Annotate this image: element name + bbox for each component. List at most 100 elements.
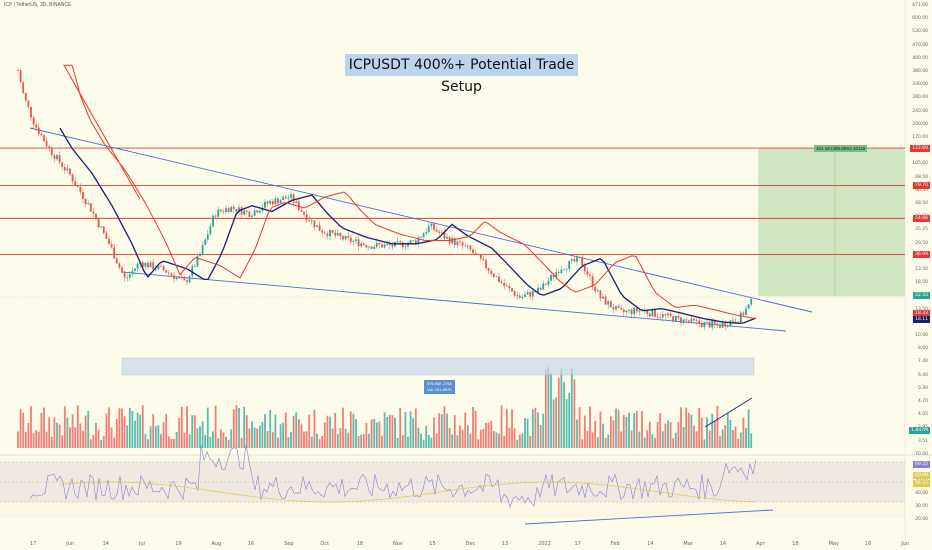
candle-body xyxy=(186,280,188,283)
candle-body xyxy=(253,210,256,216)
volume-bar xyxy=(178,418,181,448)
volume-bar xyxy=(115,418,118,448)
volume-bar xyxy=(235,405,238,448)
volume-bar xyxy=(677,421,680,448)
candle-body xyxy=(495,276,498,278)
volume-bar xyxy=(53,417,56,448)
volume-bar xyxy=(227,439,230,448)
volume-bar xyxy=(165,414,168,448)
volume-bar xyxy=(297,419,300,448)
candle-body xyxy=(576,257,578,262)
candle-body xyxy=(648,313,651,317)
volume-bar xyxy=(214,405,217,448)
candle-body xyxy=(425,232,428,234)
candle-body xyxy=(695,320,698,322)
volume-bar xyxy=(331,428,334,448)
candle-body xyxy=(297,201,300,210)
candle-body xyxy=(703,322,706,328)
candle-body xyxy=(583,265,586,272)
volume-bar xyxy=(680,407,682,448)
candle-body xyxy=(63,167,66,171)
volume-bar xyxy=(149,426,152,448)
candle-body xyxy=(240,207,243,215)
volume-bar xyxy=(615,408,617,448)
price-tick: 380.00 xyxy=(912,69,928,74)
volume-bar xyxy=(635,410,638,448)
price-tick: 330.00 xyxy=(912,82,928,88)
volume-bar xyxy=(35,430,38,448)
volume-bar xyxy=(209,436,212,448)
volume-bar xyxy=(128,407,131,448)
candle-body xyxy=(170,273,173,276)
resistance-badge: 79.70 xyxy=(913,182,930,190)
volume-bar xyxy=(505,409,508,448)
candle-body xyxy=(144,262,147,267)
candle-body xyxy=(212,215,214,227)
volume-bar xyxy=(264,414,266,448)
volume-bar xyxy=(131,410,134,448)
candle-body xyxy=(453,238,456,246)
candle-body xyxy=(277,198,279,204)
candle-body xyxy=(58,155,61,163)
candle-body xyxy=(388,243,391,245)
volume-bar xyxy=(524,418,526,448)
volume-bar xyxy=(56,422,58,448)
candle-body xyxy=(591,276,594,287)
volume-bar xyxy=(661,431,664,448)
volume-bar xyxy=(212,431,214,448)
candle-body xyxy=(716,323,719,325)
candle-body xyxy=(472,249,474,254)
candle-body xyxy=(568,261,571,269)
candle-body xyxy=(290,194,292,198)
candle-body xyxy=(362,243,365,246)
candle-body xyxy=(264,201,266,208)
candle-body xyxy=(407,242,409,247)
candle-body xyxy=(596,290,599,292)
candle-body xyxy=(76,185,79,187)
rsi-badge: 69.22 xyxy=(913,461,930,468)
time-tick: 13 xyxy=(501,541,509,547)
candle-body xyxy=(204,239,207,245)
ma-slow-line xyxy=(63,64,757,320)
candle-body xyxy=(396,241,399,243)
chart-title: ICPUSDT 400%+ Potential Trade Setup xyxy=(345,54,578,95)
volume-bar xyxy=(596,437,599,448)
volume-bar xyxy=(339,428,342,448)
candle-body xyxy=(552,275,555,277)
volume-bar xyxy=(565,399,568,448)
volume-bar xyxy=(430,437,433,448)
candle-body xyxy=(625,310,628,313)
volume-bar xyxy=(373,418,376,448)
price-tick: 6.40 xyxy=(917,372,928,378)
candle-body xyxy=(537,287,539,293)
candle-body xyxy=(50,147,53,156)
volume-bar xyxy=(453,415,456,448)
volume-bar xyxy=(531,409,534,448)
volume-profile-label-1: 576.94K 2760 xyxy=(427,381,452,386)
volume-bar xyxy=(310,436,313,448)
candle-body xyxy=(412,240,415,242)
price-tick: 400.00 xyxy=(912,55,928,61)
candle-body xyxy=(282,196,285,201)
volume-bar xyxy=(552,399,555,448)
volume-bar xyxy=(173,438,175,448)
price-tick: 10.00 xyxy=(915,333,928,338)
candle-body xyxy=(331,230,334,233)
volume-bar xyxy=(32,433,35,448)
candle-body xyxy=(61,162,64,168)
candle-body xyxy=(56,155,58,160)
candle-body xyxy=(165,270,168,273)
candle-body xyxy=(461,242,464,246)
candle-body xyxy=(690,318,693,322)
volume-bar xyxy=(404,411,407,448)
volume-bar xyxy=(695,431,698,448)
volume-bar xyxy=(414,408,417,448)
volume-bar xyxy=(409,411,412,448)
price-tick: 3.51 xyxy=(917,438,928,444)
candle-body xyxy=(89,203,92,212)
candle-body xyxy=(323,232,326,234)
candle-body xyxy=(271,201,274,205)
candle-body xyxy=(134,268,136,271)
volume-bar xyxy=(139,414,142,448)
